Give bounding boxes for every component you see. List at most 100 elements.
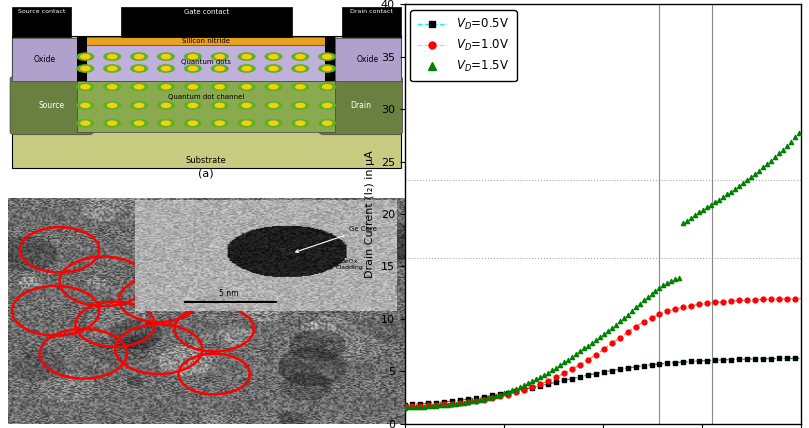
Circle shape — [319, 65, 336, 72]
Point — [789, 295, 802, 302]
Circle shape — [296, 104, 305, 107]
Point — [693, 209, 705, 216]
Circle shape — [319, 119, 336, 127]
Circle shape — [296, 55, 305, 59]
Point — [541, 380, 554, 387]
Circle shape — [184, 83, 201, 91]
Point — [725, 188, 738, 195]
Point — [430, 399, 443, 406]
Circle shape — [211, 83, 228, 91]
Point — [597, 346, 610, 353]
Point — [557, 377, 570, 384]
Point — [557, 370, 570, 377]
Circle shape — [242, 55, 251, 59]
Point — [414, 404, 427, 410]
Circle shape — [211, 101, 228, 109]
Point — [530, 376, 543, 383]
Point — [438, 401, 451, 408]
Circle shape — [296, 85, 305, 89]
Point — [422, 400, 435, 407]
Point — [518, 386, 531, 393]
Point — [685, 358, 698, 365]
Point — [406, 403, 419, 410]
Point — [502, 389, 515, 395]
Point — [526, 384, 539, 391]
Circle shape — [215, 104, 224, 107]
Circle shape — [215, 66, 224, 71]
Point — [629, 304, 642, 311]
Circle shape — [242, 104, 251, 107]
Circle shape — [215, 85, 224, 89]
Point — [653, 284, 666, 291]
Point — [406, 401, 419, 408]
Point — [398, 404, 411, 411]
Point — [641, 294, 654, 300]
Circle shape — [188, 55, 197, 59]
Circle shape — [265, 83, 282, 91]
Point — [502, 391, 515, 398]
Point — [578, 345, 591, 352]
Point — [561, 356, 574, 363]
Point — [629, 323, 642, 330]
Point — [526, 384, 539, 391]
Point — [477, 395, 490, 402]
Circle shape — [130, 65, 148, 72]
Point — [549, 374, 562, 381]
Circle shape — [188, 104, 197, 107]
Point — [589, 351, 602, 358]
Circle shape — [211, 65, 228, 72]
Point — [510, 388, 523, 395]
Point — [748, 170, 761, 177]
Circle shape — [265, 53, 282, 60]
Point — [781, 355, 794, 362]
Circle shape — [77, 83, 94, 91]
Point — [585, 339, 598, 346]
Point — [725, 297, 738, 304]
Point — [470, 397, 483, 404]
Bar — [78, 37, 335, 45]
Point — [721, 191, 734, 198]
Point — [733, 356, 746, 363]
Circle shape — [130, 83, 148, 91]
Point — [493, 393, 506, 400]
Text: Drain contact: Drain contact — [349, 9, 392, 14]
Circle shape — [323, 66, 332, 71]
Circle shape — [215, 55, 224, 59]
Circle shape — [104, 83, 121, 91]
Point — [709, 299, 722, 306]
Circle shape — [162, 85, 171, 89]
Point — [422, 402, 435, 409]
Point — [518, 382, 531, 389]
Circle shape — [291, 65, 309, 72]
Point — [470, 395, 483, 401]
Circle shape — [130, 53, 148, 60]
Point — [661, 279, 674, 286]
Point — [438, 398, 451, 405]
Point — [629, 363, 642, 370]
Point — [752, 167, 765, 174]
Point — [789, 355, 802, 362]
Circle shape — [81, 66, 90, 71]
Point — [398, 401, 411, 408]
Circle shape — [81, 55, 90, 59]
Point — [669, 306, 682, 312]
Point — [756, 355, 769, 362]
Point — [514, 384, 527, 391]
Circle shape — [184, 119, 201, 127]
Point — [760, 160, 773, 167]
Point — [557, 359, 570, 366]
Circle shape — [134, 85, 144, 89]
Circle shape — [211, 53, 228, 60]
Point — [649, 287, 662, 294]
Circle shape — [291, 119, 309, 127]
Point — [693, 357, 705, 364]
Point — [537, 372, 550, 378]
Circle shape — [157, 101, 175, 109]
Point — [601, 327, 614, 334]
Point — [446, 401, 459, 408]
Point — [470, 397, 483, 404]
Circle shape — [269, 104, 278, 107]
Text: Substrate: Substrate — [186, 156, 227, 165]
Bar — [325, 37, 335, 80]
Circle shape — [77, 65, 94, 72]
